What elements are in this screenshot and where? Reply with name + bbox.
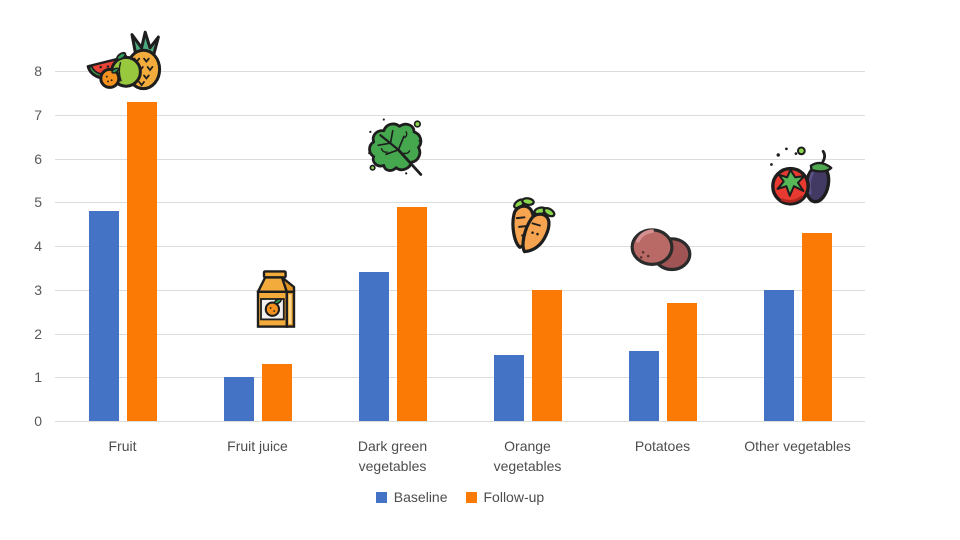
bar-follow-up-dark-green-vegetables xyxy=(396,206,427,421)
bar-baseline-other-vegetables xyxy=(763,289,794,421)
fruit-icon xyxy=(84,30,162,92)
gridline-y3 xyxy=(55,289,865,291)
legend-item-baseline: Baseline xyxy=(375,489,448,505)
gridline-y2 xyxy=(55,333,865,335)
y-axis-tick-label: 5 xyxy=(34,194,42,211)
gridline-y6 xyxy=(55,158,865,160)
bar-baseline-fruit xyxy=(88,211,119,421)
juice-carton-icon xyxy=(252,269,300,335)
x-axis-category-label: Potatoes xyxy=(634,438,691,454)
gridline-y1 xyxy=(55,377,865,379)
bar-follow-up-potatoes xyxy=(666,302,697,421)
kale-leaf-icon xyxy=(367,116,423,178)
bar-baseline-orange-vegetables xyxy=(493,355,524,421)
y-axis-tick-label: 0 xyxy=(34,413,42,429)
gridline-y4 xyxy=(55,246,865,247)
y-axis-tick-label: 2 xyxy=(34,325,42,342)
legend-label-baseline: Baseline xyxy=(393,489,448,505)
y-axis-tick-label: 8 xyxy=(34,63,42,79)
gridline-y8 xyxy=(55,71,865,72)
y-axis-tick-label: 6 xyxy=(34,150,42,167)
x-axis-category-label: Dark green vegetables xyxy=(357,438,428,474)
bar-follow-up-other-vegetables xyxy=(801,232,832,421)
bar-follow-up-fruit xyxy=(126,101,157,421)
bar-baseline-dark-green-vegetables xyxy=(358,272,389,421)
x-axis-category-label: Fruit xyxy=(108,438,137,454)
gridline-y7 xyxy=(55,114,865,116)
gridline-y5 xyxy=(55,202,865,204)
legend-label-follow-up: Follow-up xyxy=(483,489,545,505)
y-axis-tick-label: 3 xyxy=(34,281,42,298)
gridline-y0 xyxy=(55,421,865,422)
legend-swatch-follow-up xyxy=(465,491,477,503)
carrots-icon xyxy=(505,197,569,259)
tomato-eggplant-icon xyxy=(766,144,834,206)
y-axis-tick-label: 4 xyxy=(34,238,42,254)
bar-follow-up-fruit-juice xyxy=(261,364,292,421)
bar-baseline-potatoes xyxy=(628,351,659,421)
x-axis-category-label: Orange vegetables xyxy=(493,438,562,474)
potatoes-icon xyxy=(629,224,693,276)
y-axis-tick-label: 7 xyxy=(34,106,42,123)
y-axis-tick-label: 1 xyxy=(34,369,42,386)
bar-baseline-fruit-juice xyxy=(223,377,254,421)
legend-swatch-baseline xyxy=(375,491,387,503)
legend: Baseline Follow-up xyxy=(55,489,865,505)
x-axis-category-label: Fruit juice xyxy=(227,438,288,454)
legend-item-follow-up: Follow-up xyxy=(465,489,545,505)
x-axis-category-label: Other vegetables xyxy=(744,438,851,454)
bar-follow-up-orange-vegetables xyxy=(531,289,562,421)
